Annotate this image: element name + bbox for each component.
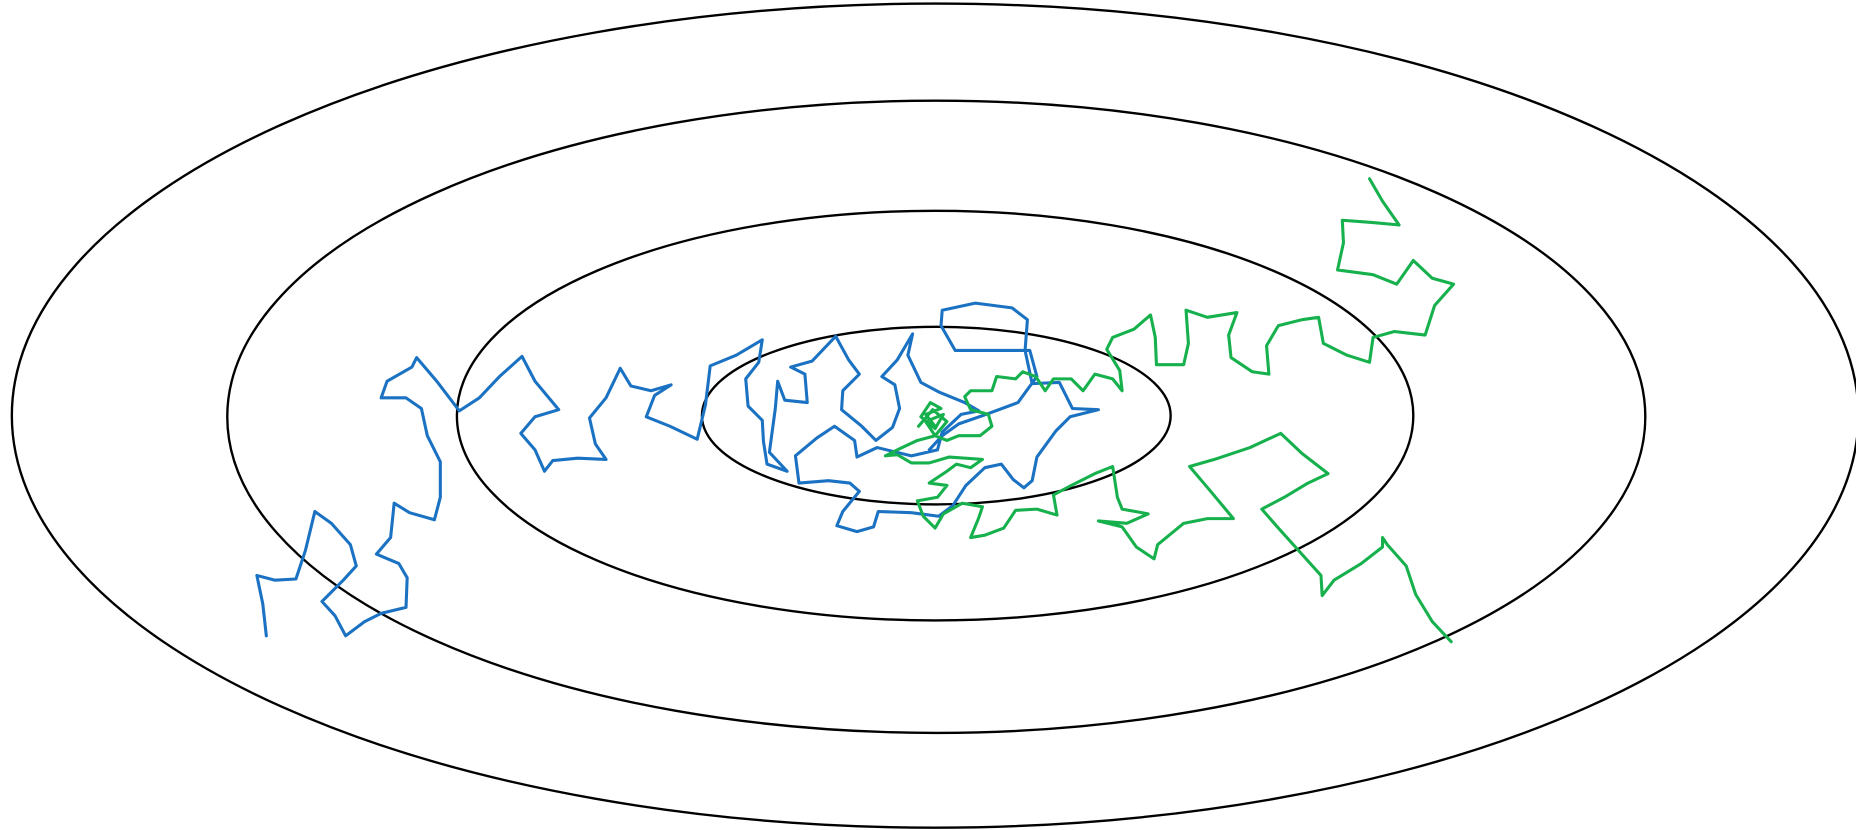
ring — [455, 209, 1415, 622]
blue-walk — [255, 301, 1100, 638]
outer-ring — [10, 2, 1856, 829]
rings — [10, 2, 1856, 829]
ring — [226, 99, 1647, 735]
green-walk — [883, 177, 1456, 644]
